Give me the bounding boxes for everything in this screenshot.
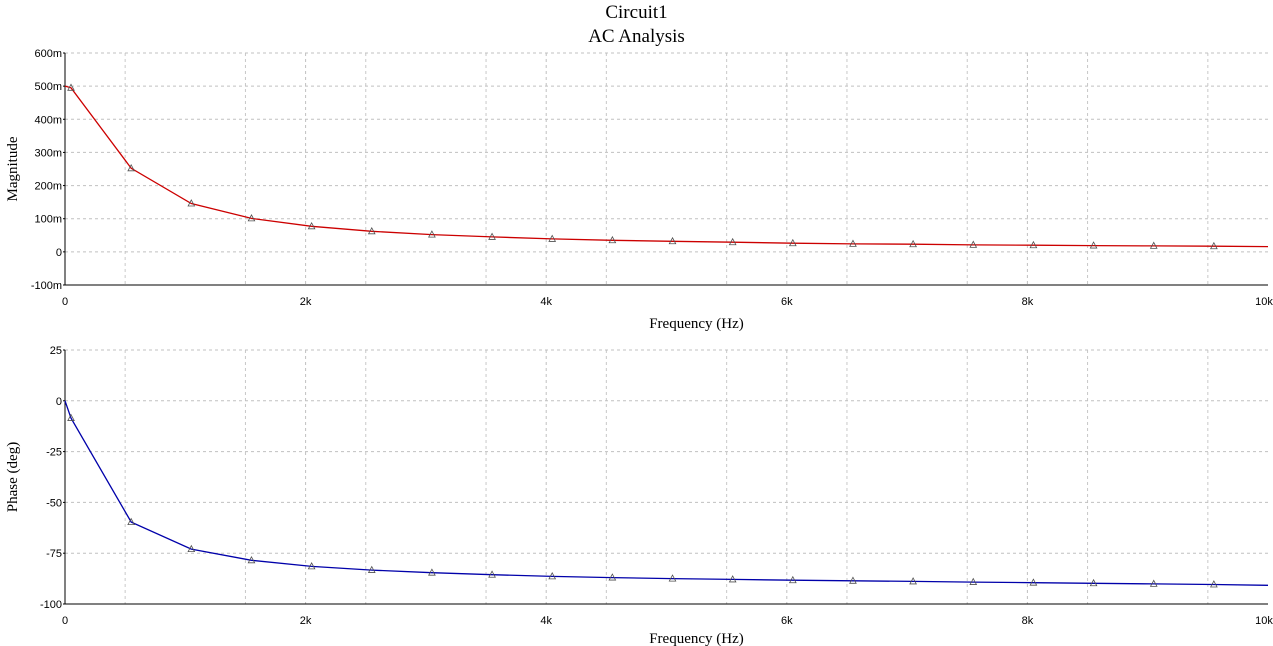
phase-y-tick-label: -25 <box>46 447 62 459</box>
phase-data-point <box>849 576 857 584</box>
magnitude-data-point <box>1089 241 1098 249</box>
magnitude-data-point <box>307 221 316 230</box>
magnitude-x-tick-label: 0 <box>62 296 68 308</box>
phase-data-point <box>1089 578 1098 587</box>
phase-x-tick-label: 2k <box>300 615 312 627</box>
magnitude-x-tick-label: 8k <box>1022 296 1034 308</box>
phase-y-tick-label: -75 <box>46 548 62 560</box>
phase-data-point <box>367 565 376 573</box>
phase-x-tick-label: 10k <box>1255 615 1273 627</box>
magnitude-data-point <box>1029 240 1038 249</box>
chart-title: Circuit1 <box>605 2 668 23</box>
phase-x-axis-label: Frequency (Hz) <box>649 631 744 646</box>
phase-series-line <box>64 400 1269 586</box>
magnitude-y-tick-label: 300m <box>34 147 62 159</box>
magnitude-x-tick-label: 10k <box>1255 296 1273 308</box>
magnitude-x-tick-label: 6k <box>781 296 793 308</box>
phase-y-axis-label: Phase (deg) <box>5 442 21 512</box>
phase-data-point <box>1209 580 1218 588</box>
phase-data-point <box>1149 579 1158 587</box>
chart-subtitle: AC Analysis <box>588 26 685 47</box>
magnitude-data-point <box>127 163 136 172</box>
magnitude-data-point <box>187 199 196 207</box>
magnitude-data-point <box>1209 241 1218 250</box>
magnitude-data-point <box>548 234 557 242</box>
magnitude-data-point <box>608 235 617 244</box>
phase-y-tick-label: 0 <box>56 396 62 408</box>
magnitude-data-point <box>909 239 917 248</box>
magnitude-y-axis-label: Magnitude <box>5 136 21 201</box>
magnitude-y-tick-label: 100m <box>34 214 62 226</box>
phase-x-tick-label: 0 <box>62 615 68 627</box>
phase-x-tick-label: 6k <box>781 615 793 627</box>
magnitude-data-point <box>969 240 978 248</box>
magnitude-data-point <box>247 214 256 222</box>
magnitude-data-point <box>849 239 857 247</box>
phase-data-point <box>67 413 75 421</box>
magnitude-y-tick-label: 600m <box>34 48 62 60</box>
magnitude-y-tick-label: 400m <box>34 114 62 126</box>
magnitude-data-point <box>788 238 797 247</box>
phase-data-point <box>1029 578 1038 586</box>
phase-data-point <box>909 577 917 585</box>
phase-data-point <box>969 577 978 585</box>
magnitude-data-point <box>488 232 496 240</box>
phase-y-tick-label: -50 <box>46 497 62 509</box>
magnitude-x-tick-label: 4k <box>540 296 552 308</box>
magnitude-x-axis-label: Frequency (Hz) <box>649 316 744 332</box>
magnitude-y-tick-label: 500m <box>34 81 62 93</box>
phase-data-point <box>728 575 737 583</box>
phase-data-point <box>488 570 496 578</box>
magnitude-data-point <box>367 226 376 235</box>
phase-data-point <box>307 562 316 570</box>
magnitude-data-point <box>728 237 737 246</box>
magnitude-data-point <box>428 230 436 238</box>
phase-data-point <box>608 573 617 581</box>
phase-data-point <box>548 572 557 580</box>
magnitude-series-line <box>64 85 1269 248</box>
phase-data-point <box>788 575 797 584</box>
magnitude-data-point <box>67 83 75 91</box>
phase-data-point <box>187 544 196 553</box>
magnitude-y-tick-label: 0 <box>56 247 62 259</box>
magnitude-y-tick-label: -100m <box>31 280 62 292</box>
magnitude-data-point <box>1149 241 1158 249</box>
phase-y-tick-label: -100 <box>40 599 62 611</box>
magnitude-x-tick-label: 2k <box>300 296 312 308</box>
phase-data-point <box>127 517 136 526</box>
phase-data-point <box>668 574 677 582</box>
phase-y-tick-label: 25 <box>50 345 62 357</box>
phase-x-tick-label: 8k <box>1022 615 1034 627</box>
phase-data-point <box>428 568 436 576</box>
magnitude-y-tick-label: 200m <box>34 181 62 193</box>
magnitude-data-point <box>668 236 677 245</box>
phase-x-tick-label: 4k <box>540 615 552 627</box>
phase-data-point <box>247 555 256 564</box>
